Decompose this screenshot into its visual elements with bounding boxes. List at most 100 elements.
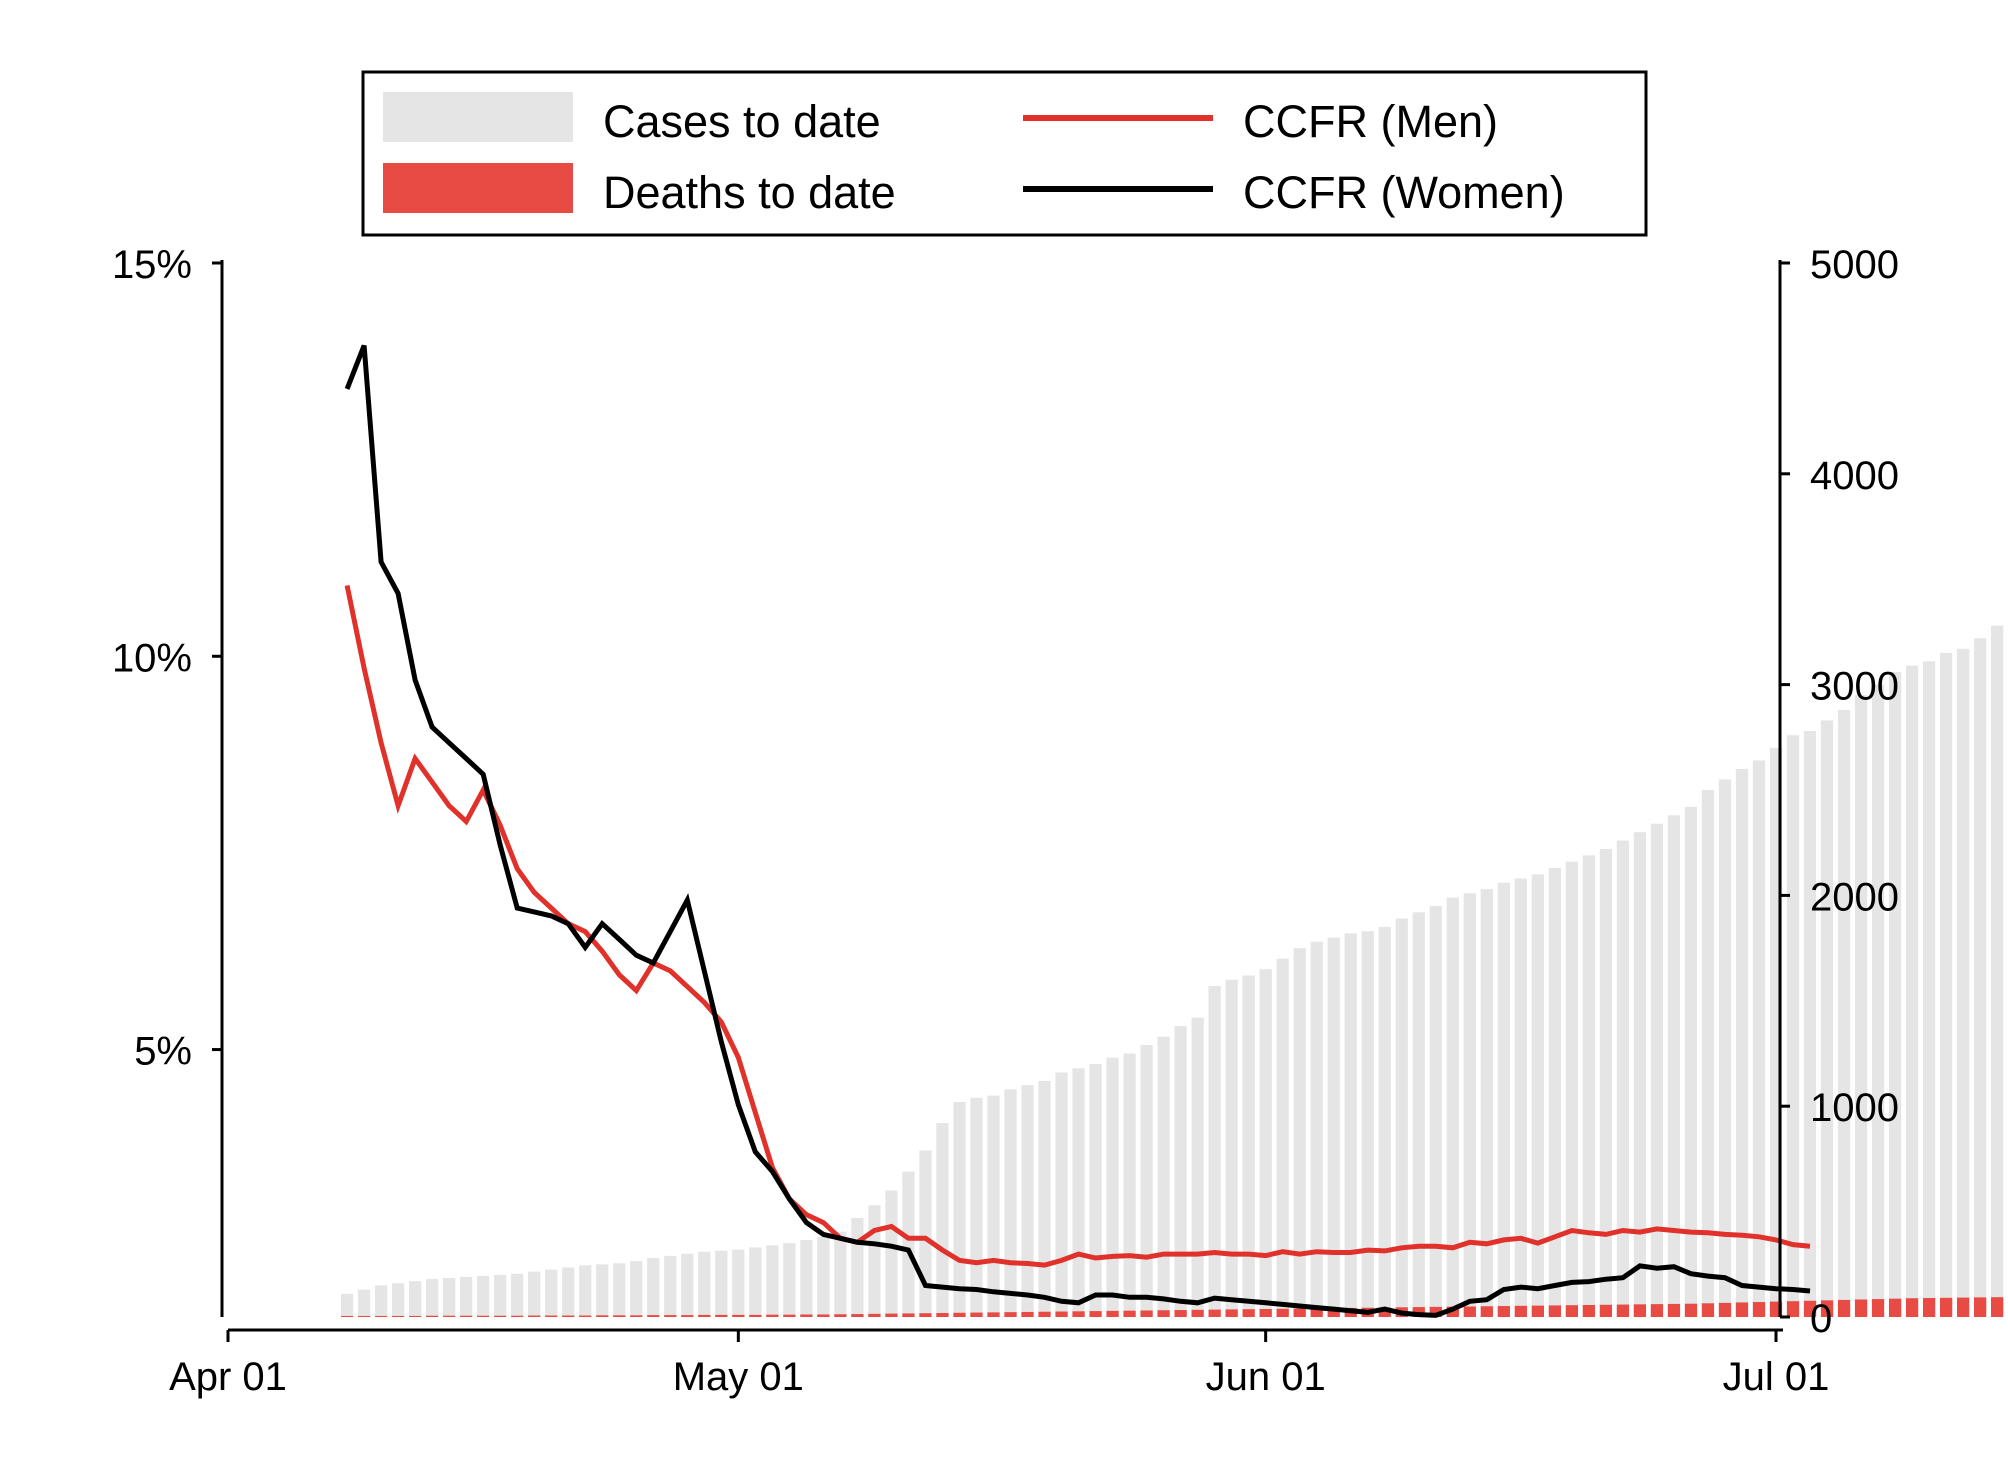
ccfr-lines xyxy=(344,344,1811,1318)
deaths-bar xyxy=(1752,1302,1766,1317)
cases-bar xyxy=(766,1245,779,1317)
cases-bar xyxy=(630,1261,643,1317)
cases-bar xyxy=(357,1289,371,1317)
cases-bar xyxy=(1650,823,1664,1317)
deaths-bar xyxy=(664,1315,677,1317)
deaths-bar xyxy=(511,1315,524,1317)
deaths-bar xyxy=(579,1315,592,1317)
deaths-bar xyxy=(698,1314,711,1317)
cases-bar xyxy=(1140,1045,1153,1317)
cases-bar xyxy=(1106,1057,1119,1317)
deaths-bar xyxy=(1259,1308,1272,1317)
cases-bar xyxy=(1905,665,1919,1317)
cases-bar xyxy=(426,1279,439,1317)
left-tick-label: 5% xyxy=(134,1030,192,1074)
cases-bar xyxy=(562,1267,575,1317)
cases-bar xyxy=(579,1265,592,1317)
right-axis-ticks: 0 1000 2000 3000 4000 5000 xyxy=(1780,243,1899,1341)
deaths-bar xyxy=(1599,1304,1613,1317)
cases-bar xyxy=(1820,720,1834,1317)
cases-bar xyxy=(1174,1026,1187,1317)
legend-label-deaths: Deaths to date xyxy=(603,167,896,218)
cases-bar xyxy=(647,1257,660,1317)
deaths-bar xyxy=(1650,1304,1664,1317)
cases-bar xyxy=(970,1097,983,1317)
deaths-bar xyxy=(1633,1304,1647,1317)
legend-frame xyxy=(361,70,1648,237)
cases-bar xyxy=(902,1171,915,1317)
legend-swatch-deaths xyxy=(383,163,573,213)
cases-bar xyxy=(1480,889,1493,1317)
deaths-bar xyxy=(1327,1308,1340,1317)
x-tick-label: Jun 01 xyxy=(1206,1355,1326,1399)
deaths-bar xyxy=(1021,1311,1034,1317)
cases-bar xyxy=(715,1250,728,1317)
cases-bar xyxy=(1038,1080,1051,1317)
x-tick-label: May 01 xyxy=(673,1355,804,1399)
cases-bar xyxy=(613,1263,626,1317)
deaths-bar xyxy=(1616,1304,1630,1317)
deaths-bar xyxy=(1480,1306,1493,1317)
deaths-bar xyxy=(1378,1307,1391,1317)
cases-bar xyxy=(1344,933,1357,1317)
cases-bar xyxy=(1055,1072,1068,1317)
deaths-bar xyxy=(477,1315,490,1317)
right-tick-label: 5000 xyxy=(1810,243,1899,287)
deaths-bar xyxy=(1888,1298,1902,1317)
right-tick-label: 2000 xyxy=(1810,875,1899,919)
cases-bar xyxy=(1531,874,1544,1317)
cases-bar xyxy=(545,1269,558,1317)
deaths-bar xyxy=(630,1315,643,1317)
cases-bar xyxy=(528,1271,541,1317)
series-line-women xyxy=(344,344,1811,1318)
deaths-bar xyxy=(1701,1303,1715,1317)
cases-bar xyxy=(1378,927,1391,1317)
cases-bar xyxy=(1463,893,1476,1317)
deaths-bar xyxy=(408,1315,422,1317)
cases-bar xyxy=(1497,882,1510,1317)
cases-bar xyxy=(1701,790,1715,1317)
deaths-bar xyxy=(1718,1302,1732,1317)
deaths-bar xyxy=(1565,1305,1578,1317)
cases-bar xyxy=(1242,975,1255,1317)
deaths-bar xyxy=(1072,1311,1085,1317)
deaths-bar xyxy=(919,1313,932,1317)
cases-bar xyxy=(1684,806,1698,1317)
deaths-bar xyxy=(1991,1297,2004,1317)
cases-bar xyxy=(340,1293,354,1317)
cases-bar xyxy=(1004,1089,1017,1317)
deaths-bar xyxy=(374,1315,388,1317)
deaths-bar xyxy=(647,1315,660,1317)
cases-bar xyxy=(1871,684,1885,1317)
cases-bar xyxy=(1276,958,1289,1317)
cases-bar xyxy=(1157,1036,1170,1317)
deaths-bar xyxy=(953,1312,966,1317)
cases-bar xyxy=(732,1249,745,1317)
deaths-bar xyxy=(1786,1301,1800,1317)
deaths-bar xyxy=(1548,1305,1561,1317)
deaths-bar xyxy=(1276,1308,1289,1317)
cases-bar xyxy=(494,1274,507,1317)
cases-bar xyxy=(800,1240,813,1317)
x-axis-ticks: Apr 01 May 01 Jun 01 Jul 01 xyxy=(169,1330,1829,1399)
deaths-bar xyxy=(1038,1311,1051,1317)
deaths-bar xyxy=(357,1315,371,1317)
deaths-bar xyxy=(494,1315,507,1317)
deaths-bar xyxy=(766,1314,779,1317)
deaths-bar xyxy=(1140,1310,1153,1317)
x-tick-label: Jul 01 xyxy=(1723,1355,1830,1399)
deaths-bar xyxy=(443,1315,456,1317)
cases-bar xyxy=(1616,840,1630,1317)
deaths-bar xyxy=(1463,1306,1476,1317)
deaths-bar xyxy=(1293,1308,1306,1317)
cases-bar xyxy=(817,1236,830,1317)
cases-bar xyxy=(1327,937,1340,1317)
left-tick-label: 15% xyxy=(112,243,192,287)
cases-bar xyxy=(1633,832,1647,1317)
cases-bar xyxy=(1582,855,1596,1317)
legend-label-cases: Cases to date xyxy=(603,96,881,147)
cases-bar xyxy=(919,1150,932,1317)
cases-bar xyxy=(511,1273,524,1317)
deaths-bar xyxy=(681,1315,694,1317)
